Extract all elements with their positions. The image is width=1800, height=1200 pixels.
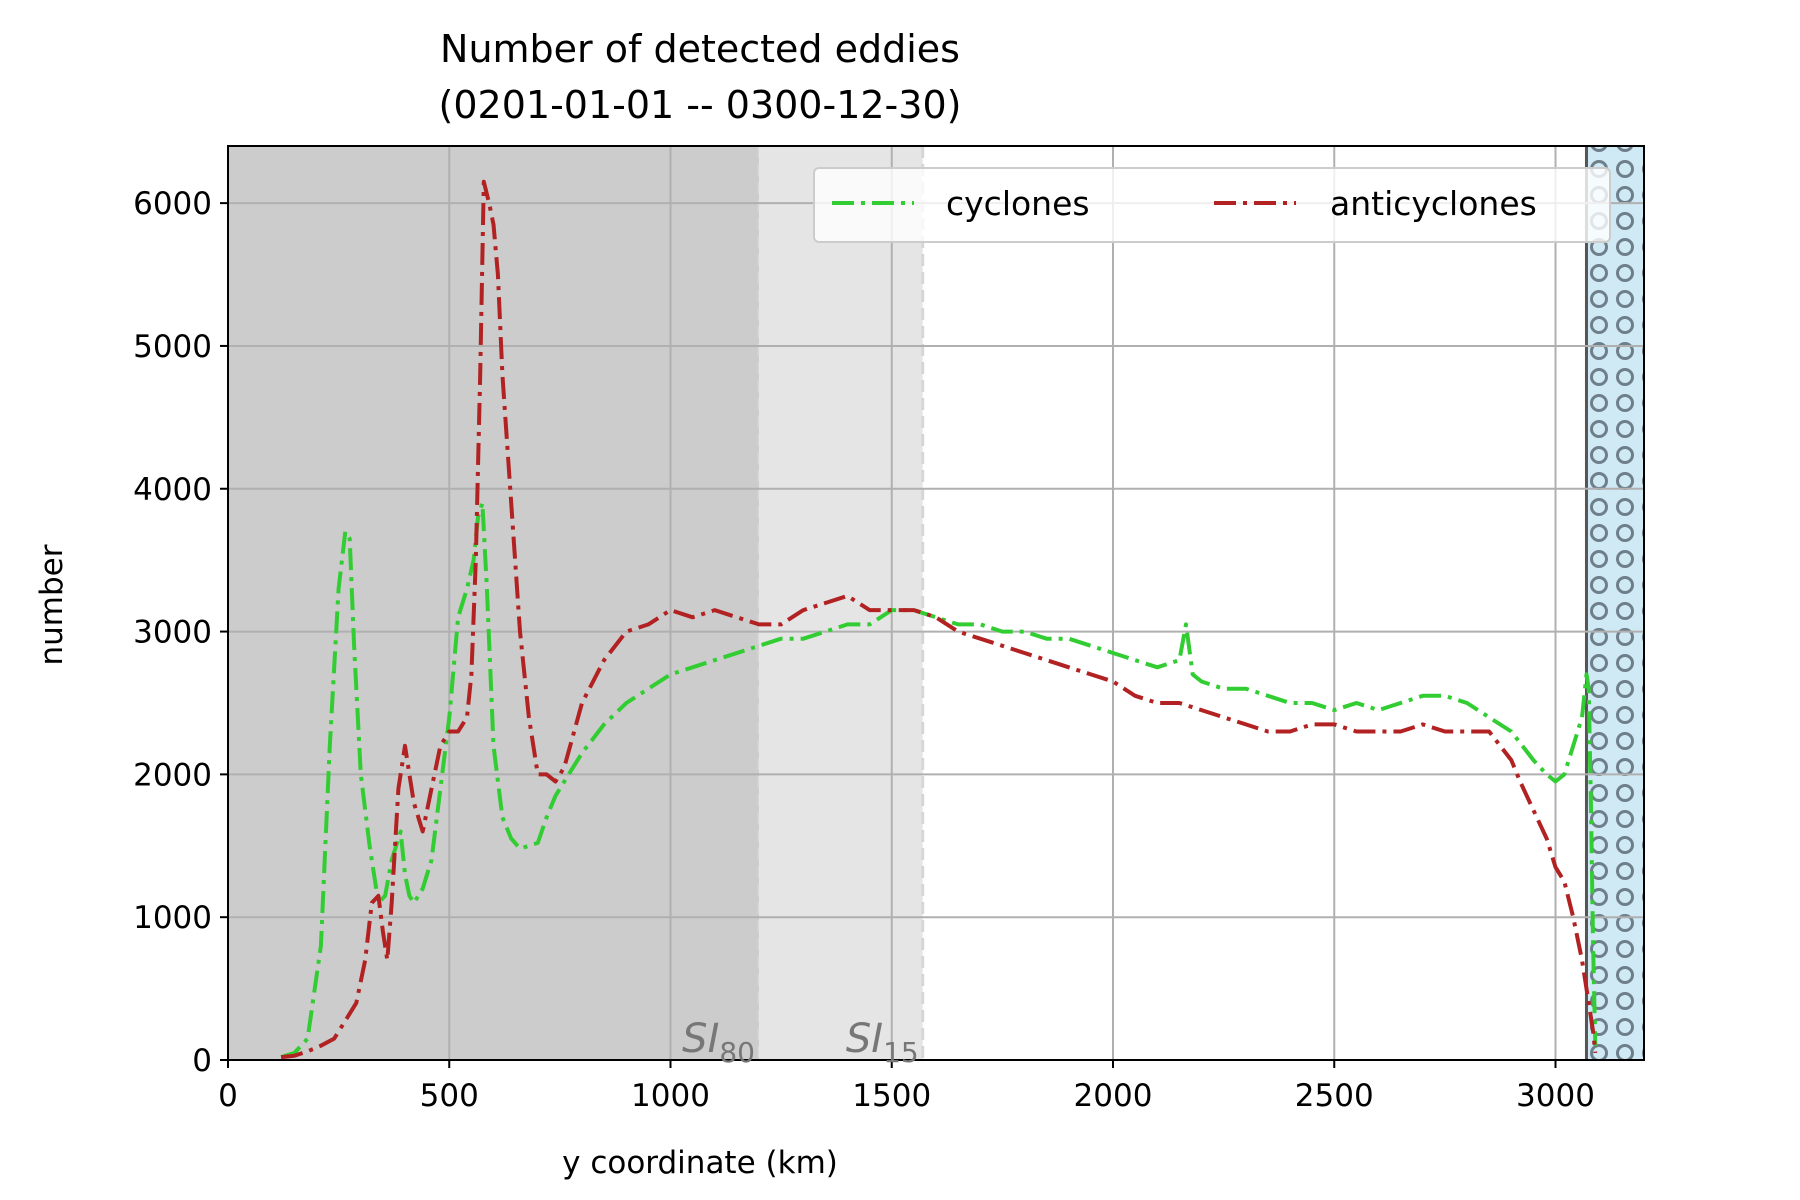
zone-labels: SI80 SI15 <box>682 1016 919 1069</box>
y-tick-label-0: 0 <box>192 1043 212 1079</box>
y-tick-label-6: 6000 <box>133 186 212 222</box>
legend-label-cyclones: cyclones <box>946 184 1090 223</box>
chart-title: Number of detected eddies <box>440 27 960 71</box>
x-tick-label-1: 500 <box>420 1078 479 1114</box>
y-tick-label-2: 2000 <box>133 757 212 793</box>
legend-label-anticyclones: anticyclones <box>1330 184 1537 223</box>
x-tick-label-5: 2500 <box>1295 1078 1374 1114</box>
y-tick-label-5: 5000 <box>133 329 212 365</box>
x-tick-label-4: 2000 <box>1074 1078 1153 1114</box>
x-tick-label-2: 1000 <box>631 1078 710 1114</box>
y-axis-label: number <box>34 544 70 665</box>
hatched-region <box>1586 146 1644 1060</box>
shaded-region-0 <box>228 146 759 1060</box>
series-layer <box>280 179 1598 1060</box>
shaded-regions <box>228 146 1644 1060</box>
axis-ticks: 0 500 1000 1500 2000 2500 3000 0 1000 2000 3000 400… <box>133 186 1595 1114</box>
series-line-anticyclones <box>280 179 1598 1060</box>
x-axis-label: y coordinate (km) <box>562 1145 838 1181</box>
plot-frame <box>227 145 1645 1061</box>
legend-box <box>813 167 1611 243</box>
shaded-region-1 <box>759 146 923 1060</box>
zone-label-0: SI80 <box>682 1016 755 1069</box>
chart-subtitle: (0201-01-01 -- 0300-12-30) <box>439 83 962 127</box>
x-tick-label-3: 1500 <box>852 1078 931 1114</box>
x-tick-label-0: 0 <box>218 1078 238 1114</box>
y-tick-label-4: 4000 <box>133 472 212 508</box>
x-tick-label-6: 3000 <box>1516 1078 1595 1114</box>
series-line-cyclones <box>280 501 1598 1060</box>
zone-label-1: SI15 <box>846 1016 919 1069</box>
y-tick-label-1: 1000 <box>133 900 212 936</box>
y-tick-label-3: 3000 <box>133 615 212 651</box>
legend: cyclones anticyclones <box>813 167 1611 243</box>
